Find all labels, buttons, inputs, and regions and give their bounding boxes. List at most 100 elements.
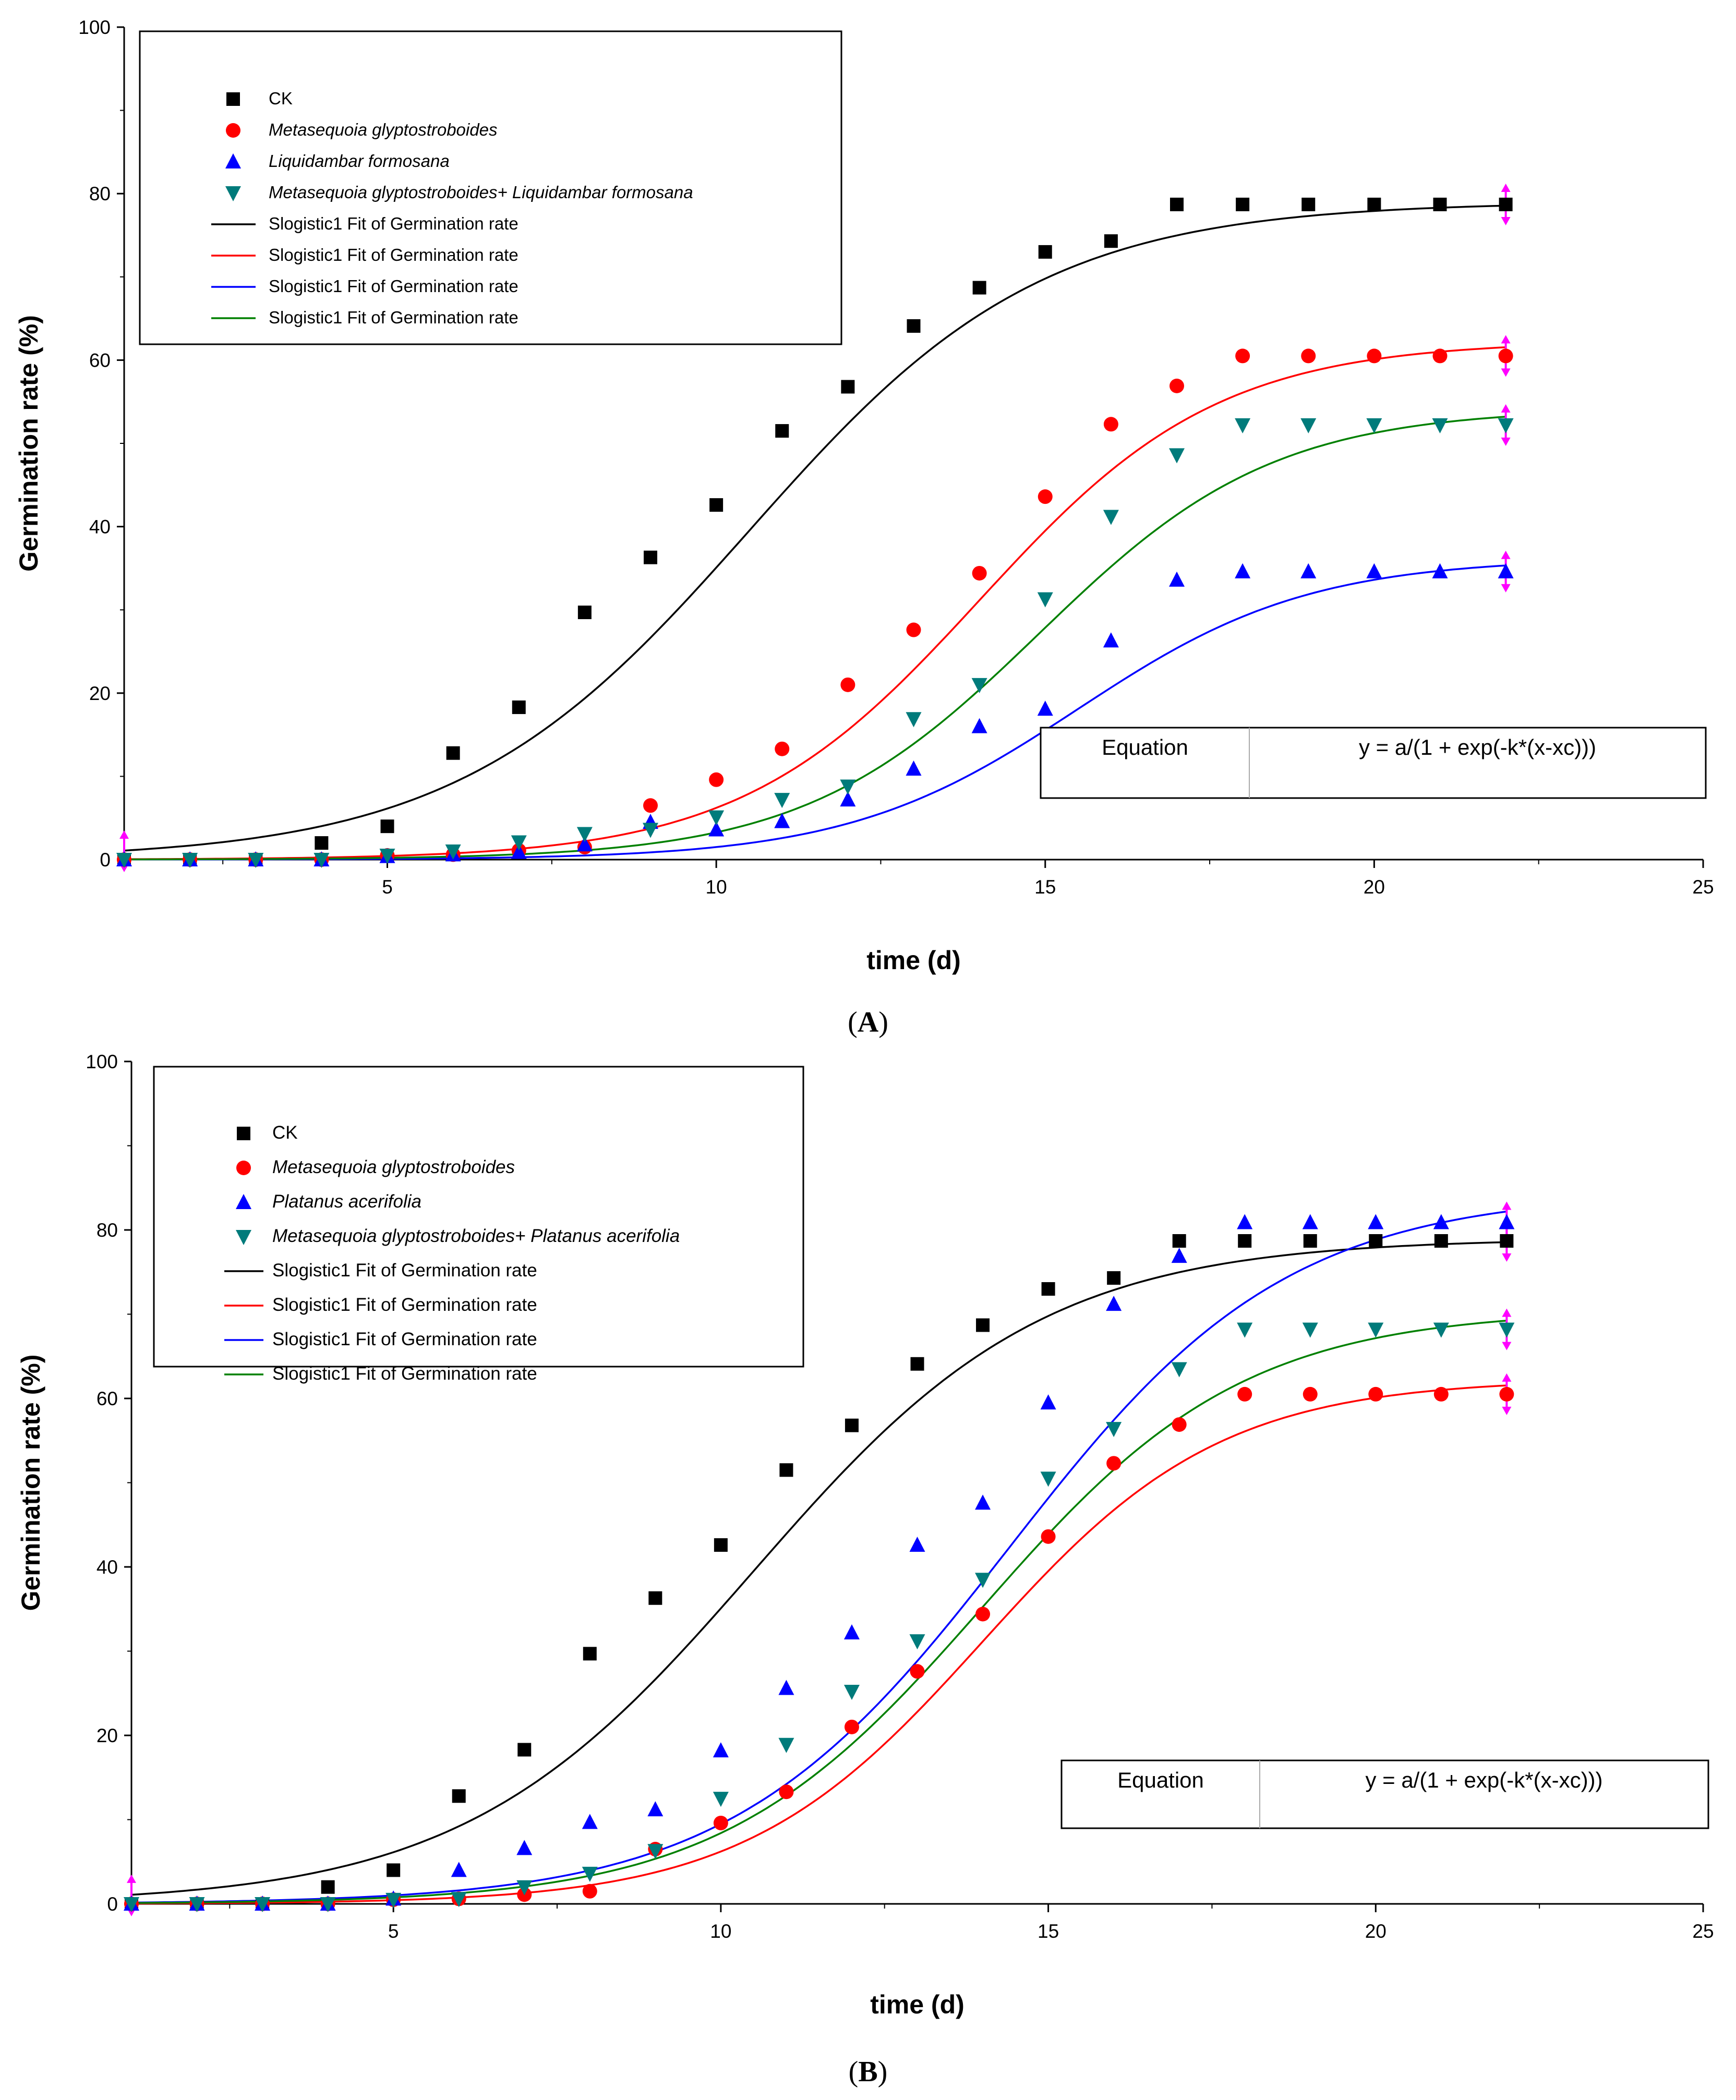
legend-marker-triangle-up — [225, 153, 241, 168]
data-point-square — [1238, 1234, 1252, 1248]
handle-arrow-down — [1502, 1406, 1512, 1415]
data-point-triangle-up — [516, 1840, 533, 1855]
legend-box — [139, 30, 842, 345]
data-point-circle — [1041, 1529, 1056, 1544]
data-point-square — [452, 1789, 466, 1803]
data-point-circle — [1498, 348, 1513, 364]
handle-arrow-up — [1501, 550, 1511, 559]
data-point-circle — [1432, 348, 1448, 364]
fit-curve-red — [124, 346, 1506, 860]
data-point-square — [841, 380, 855, 394]
data-point-triangle-up — [906, 761, 922, 776]
handle-arrow-up — [1501, 183, 1511, 192]
data-point-square — [446, 746, 460, 760]
data-point-triangle-up — [1037, 701, 1053, 716]
data-point-square — [1041, 1282, 1055, 1296]
legend-label: Slogistic1 Fit of Germination rate — [269, 308, 519, 327]
fit-curve-blue — [124, 564, 1506, 861]
x-axis-label: time (d) — [870, 1990, 965, 2019]
data-point-triangle-up — [1235, 563, 1251, 578]
fit-curve-green — [131, 1320, 1507, 1904]
panel-label-open: ( — [849, 2056, 859, 2088]
data-point-circle — [975, 1607, 991, 1622]
data-point-square — [583, 1647, 597, 1661]
data-point-triangle-down — [189, 1897, 205, 1912]
fit-curve-green — [124, 416, 1506, 861]
data-point-square — [775, 424, 789, 438]
x-tick-label: 10 — [706, 876, 727, 898]
panel-label-letter: B — [858, 2056, 877, 2088]
data-point-triangle-up — [647, 1801, 664, 1817]
data-point-square — [644, 550, 657, 564]
data-point-square — [1499, 197, 1513, 211]
data-point-triangle-down — [708, 810, 725, 826]
data-point-circle — [1499, 1386, 1514, 1402]
data-point-triangle-up — [975, 1494, 991, 1510]
data-point-triangle-down — [582, 1866, 598, 1882]
data-point-triangle-up — [840, 791, 856, 807]
legend-marker-square — [226, 92, 240, 106]
data-point-circle — [1237, 1386, 1252, 1402]
data-point-square — [1038, 245, 1052, 259]
data-point-square — [648, 1591, 662, 1605]
data-point-square — [709, 498, 724, 512]
legend-marker-circle — [236, 1161, 251, 1175]
handle-arrow-down — [1502, 1342, 1512, 1350]
legend-label: Slogistic1 Fit of Germination rate — [272, 1295, 537, 1315]
equation-box: Equation y = a/(1 + exp(-k*(x-xc))) — [1060, 1759, 1709, 1829]
data-point-triangle-down — [1432, 418, 1448, 433]
y-axis-label: Germination rate (%) — [16, 1355, 45, 1611]
data-point-triangle-up — [576, 836, 593, 852]
data-point-triangle-down — [320, 1897, 336, 1912]
data-point-triangle-down — [124, 1897, 139, 1912]
data-point-square — [779, 1463, 793, 1477]
data-point-circle — [840, 677, 855, 692]
data-point-triangle-up — [971, 718, 987, 733]
data-point-triangle-down — [1433, 1322, 1449, 1338]
data-point-triangle-down — [1300, 418, 1317, 433]
handle-arrow-up — [1501, 404, 1511, 413]
data-point-triangle-down — [1040, 1471, 1056, 1487]
data-point-square — [1170, 197, 1184, 211]
data-point-triangle-down — [1302, 1322, 1318, 1338]
x-axis-label: time (d) — [866, 946, 961, 975]
panel-label-close: ) — [878, 1006, 888, 1038]
legend-marker-circle — [226, 123, 240, 138]
y-tick-label: 60 — [97, 1388, 118, 1409]
data-point-triangle-up — [1498, 563, 1514, 578]
data-point-square — [910, 1357, 924, 1371]
data-point-triangle-down — [516, 1880, 533, 1896]
data-point-triangle-down — [255, 1897, 271, 1912]
data-point-triangle-up — [1499, 1214, 1515, 1229]
data-points — [116, 197, 1514, 868]
legend-label: Liquidambar formosana — [269, 151, 450, 171]
data-point-circle — [775, 741, 790, 756]
legend-marker-triangle-down — [236, 1230, 251, 1245]
y-tick-label: 40 — [97, 1556, 118, 1578]
legend-label: CK — [269, 89, 293, 108]
data-point-circle — [779, 1784, 794, 1800]
data-point-circle — [1172, 1417, 1187, 1432]
x-tick-label: 10 — [710, 1921, 731, 1942]
data-points — [124, 1214, 1515, 1912]
y-tick-label: 20 — [97, 1725, 118, 1746]
data-point-triangle-up — [708, 821, 725, 837]
data-point-square — [976, 1318, 990, 1332]
data-point-triangle-down — [909, 1634, 925, 1650]
data-point-triangle-down — [451, 1892, 467, 1908]
data-point-circle — [1301, 348, 1316, 364]
data-point-square — [907, 319, 921, 333]
data-point-triangle-up — [1300, 563, 1317, 578]
y-tick-label: 0 — [100, 849, 111, 871]
data-point-triangle-down — [1106, 1422, 1122, 1438]
data-point-triangle-up — [1237, 1214, 1253, 1229]
data-point-square — [512, 700, 526, 714]
data-point-triangle-up — [713, 1742, 729, 1758]
legend-label: Platanus acerifolia — [272, 1191, 421, 1212]
data-point-square — [577, 605, 592, 619]
data-point-triangle-down — [1037, 592, 1053, 608]
series-triangle-down — [116, 418, 1514, 868]
x-tick-label: 5 — [382, 876, 393, 898]
data-point-square — [1367, 197, 1381, 211]
legend-label: Metasequoia glyptostroboides+ Liquidamba… — [269, 183, 693, 202]
